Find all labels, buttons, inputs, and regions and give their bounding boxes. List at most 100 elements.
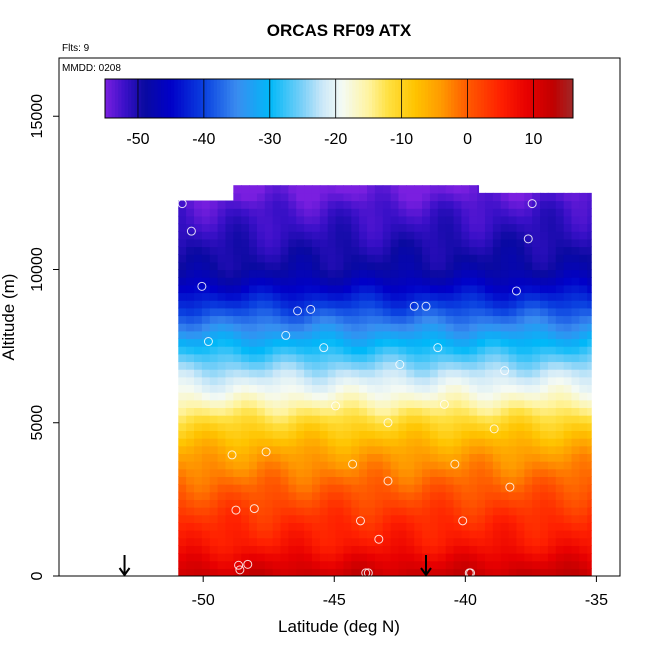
heatmap-cell	[445, 315, 455, 324]
heatmap-cell	[288, 438, 297, 447]
heatmap-cell	[264, 369, 274, 378]
heatmap-cell	[532, 300, 541, 309]
heatmap-cell	[296, 568, 305, 576]
heatmap-cell	[422, 300, 431, 309]
heatmap-cell	[201, 315, 211, 324]
heatmap-cell	[178, 453, 187, 462]
heatmap-cell	[194, 254, 203, 263]
heatmap-cell	[563, 315, 573, 324]
heatmap-cell	[382, 491, 392, 500]
colorbar-segment	[348, 79, 353, 118]
heatmap-cell	[296, 438, 305, 447]
heatmap-cell	[335, 223, 345, 232]
heatmap-cell	[453, 353, 462, 363]
heatmap-cell	[437, 261, 447, 271]
heatmap-cell	[390, 530, 400, 539]
heatmap-cell	[587, 461, 592, 470]
heatmap-cell	[351, 522, 360, 531]
heatmap-cell	[555, 545, 565, 554]
heatmap-cell	[264, 261, 274, 271]
heatmap-cell	[477, 330, 486, 340]
heatmap-cell	[469, 438, 478, 447]
heatmap-cell	[445, 484, 455, 493]
heatmap-cell	[367, 407, 376, 416]
heatmap-cell	[579, 376, 588, 386]
heatmap-cell	[484, 238, 494, 248]
heatmap-cell	[461, 438, 470, 447]
heatmap-cell	[178, 208, 187, 217]
heatmap-cell	[249, 545, 258, 554]
heatmap-cell	[516, 507, 525, 516]
observation-point	[177, 199, 187, 209]
colorbar-segment	[332, 79, 337, 118]
heatmap-cell	[233, 407, 242, 416]
heatmap-cell	[359, 530, 368, 539]
heatmap-cell	[453, 399, 462, 409]
heatmap-cell	[327, 185, 337, 194]
heatmap-cell	[563, 514, 573, 523]
heatmap-cell	[280, 553, 289, 562]
heatmap-cell	[437, 407, 447, 416]
colorbar-segment	[236, 79, 241, 118]
heatmap-cell	[327, 438, 337, 447]
heatmap-cell	[563, 307, 573, 317]
heatmap-cell	[571, 491, 580, 500]
heatmap-cell	[571, 369, 580, 378]
heatmap-cell	[178, 284, 187, 294]
heatmap-cell	[225, 537, 234, 546]
heatmap-cell	[343, 514, 352, 523]
heatmap-cell	[304, 514, 313, 523]
heatmap-cell	[225, 422, 234, 432]
heatmap-cell	[319, 338, 329, 347]
heatmap-cell	[249, 200, 258, 209]
heatmap-cell	[516, 353, 525, 363]
heatmap-cell	[178, 530, 187, 539]
heatmap-cell	[296, 269, 305, 278]
heatmap-cell	[194, 361, 203, 370]
heatmap-cell	[374, 537, 384, 546]
heatmap-cell	[280, 338, 289, 347]
heatmap-cell	[241, 392, 250, 401]
heatmap-cell	[359, 261, 368, 271]
heatmap-cell	[186, 361, 195, 370]
colorbar-segment	[404, 79, 409, 118]
heatmap-cell	[532, 507, 541, 516]
heatmap-cell	[296, 261, 305, 271]
heatmap-cell	[186, 277, 195, 286]
heatmap-cell	[477, 392, 486, 401]
heatmap-cell	[201, 453, 211, 462]
heatmap-cell	[555, 560, 565, 569]
heatmap-cell	[319, 376, 329, 386]
heatmap-cell	[492, 415, 502, 424]
heatmap-cell	[540, 192, 549, 202]
heatmap-cell	[367, 384, 376, 393]
heatmap-cell	[217, 438, 227, 447]
heatmap-cell	[296, 530, 305, 539]
heatmap-cell	[461, 484, 470, 493]
heatmap-cell	[304, 468, 313, 477]
heatmap-cell	[587, 392, 592, 401]
heatmap-cell	[532, 445, 541, 454]
heatmap-cell	[209, 461, 219, 470]
heatmap-cell	[571, 568, 580, 576]
heatmap-cell	[256, 453, 266, 462]
heatmap-cell	[516, 254, 525, 263]
colorbar-segment	[161, 79, 165, 118]
heatmap-cell	[492, 453, 502, 462]
heatmap-cell	[453, 185, 462, 194]
heatmap-cell	[547, 560, 557, 569]
heatmap-cell	[587, 361, 592, 370]
heatmap-cell	[516, 430, 525, 439]
heatmap-cell	[343, 491, 352, 500]
heatmap-cell	[453, 491, 462, 500]
heatmap-cell	[587, 200, 592, 209]
heatmap-cell	[571, 231, 580, 240]
heatmap-cell	[516, 491, 525, 500]
heatmap-cell	[304, 223, 313, 232]
heatmap-cell	[390, 422, 400, 432]
heatmap-cell	[241, 376, 250, 386]
heatmap-cell	[374, 445, 384, 454]
heatmap-cell	[233, 376, 242, 386]
heatmap-cell	[264, 376, 274, 386]
heatmap-cell	[359, 307, 368, 317]
